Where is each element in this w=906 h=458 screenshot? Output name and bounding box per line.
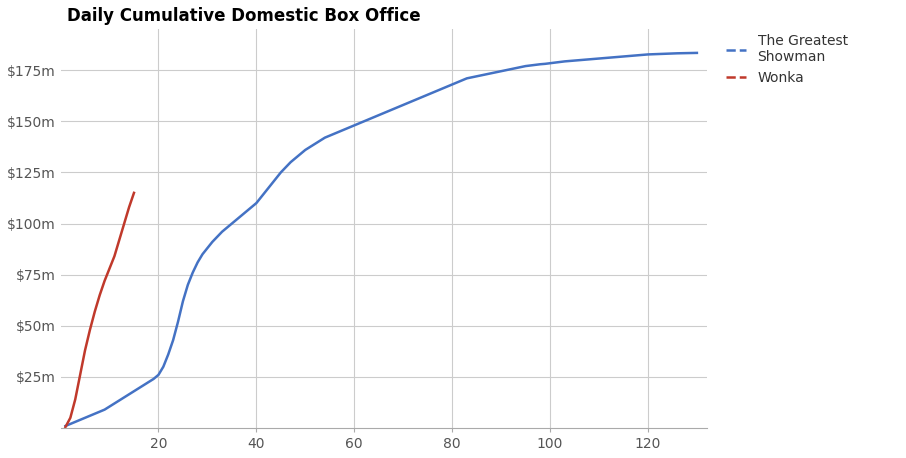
Wonka — [90, 309, 101, 314]
Wonka — [129, 190, 140, 196]
The Greatest
Showman — [60, 423, 71, 429]
Wonka — [119, 221, 130, 226]
Wonka — [80, 348, 91, 353]
Wonka — [65, 415, 76, 420]
Wonka — [99, 278, 110, 284]
Wonka — [94, 292, 105, 298]
Wonka — [60, 424, 71, 430]
Wonka — [109, 254, 120, 259]
Wonka — [84, 327, 95, 333]
Wonka — [114, 237, 125, 243]
The Greatest
Showman — [638, 52, 649, 58]
The Greatest
Showman — [510, 65, 521, 71]
The Greatest
Showman — [691, 50, 702, 55]
The Greatest
Showman — [593, 56, 604, 61]
Line: Wonka: Wonka — [65, 193, 134, 427]
Wonka — [70, 397, 81, 402]
Text: Daily Cumulative Domestic Box Office: Daily Cumulative Domestic Box Office — [67, 7, 420, 25]
The Greatest
Showman — [90, 411, 101, 416]
The Greatest
Showman — [402, 100, 413, 106]
Wonka — [74, 372, 85, 377]
Line: The Greatest
Showman: The Greatest Showman — [65, 53, 697, 426]
The Greatest
Showman — [613, 54, 624, 60]
Wonka — [123, 204, 134, 210]
Legend: The Greatest
Showman, Wonka: The Greatest Showman, Wonka — [720, 28, 853, 91]
Wonka — [104, 266, 115, 271]
